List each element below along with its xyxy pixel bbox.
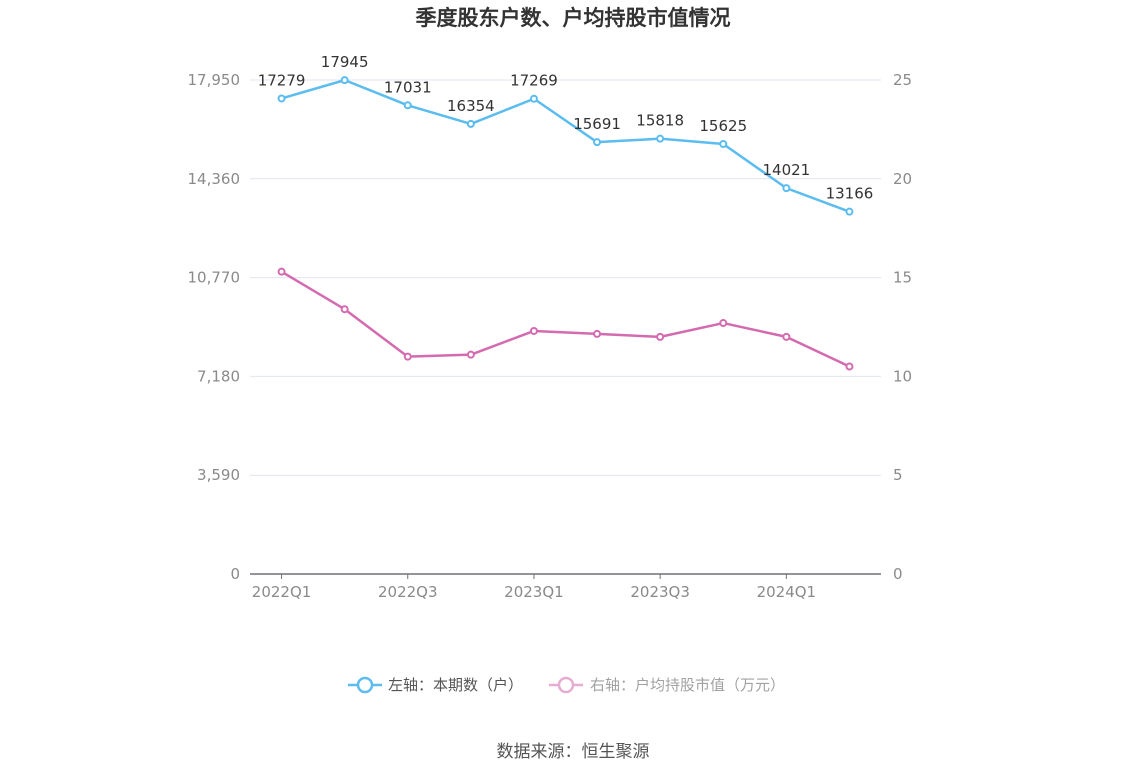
legend-item-avg-value[interactable]: 右轴：户均持股市值（万元） [549,676,785,694]
right-y-tick-label: 20 [893,170,912,188]
legend-label: 左轴：本期数（户） [388,676,523,694]
data-label: 16354 [447,97,495,115]
source-note: 数据来源：恒生聚源 [497,742,650,762]
x-tick-label: 2023Q1 [504,583,564,601]
left-y-tick-label: 14,360 [188,170,241,188]
data-point[interactable] [719,139,728,148]
data-point[interactable] [277,267,286,276]
data-point[interactable] [466,350,475,359]
data-point[interactable] [340,305,349,314]
data-point[interactable] [529,326,538,335]
left-y-tick-label: 10,770 [188,269,241,287]
data-label: 17279 [258,71,306,89]
data-point[interactable] [593,138,602,147]
right-y-tick-label: 0 [893,565,903,583]
legend-marker-icon [557,676,575,694]
data-label: 15691 [573,115,621,133]
left-y-tick-label: 0 [230,565,240,583]
data-point[interactable] [656,332,665,341]
series-line-avg-value [280,270,850,368]
x-tick-label: 2022Q1 [252,583,312,601]
data-label: 17031 [384,78,432,96]
data-label: 15818 [636,112,684,130]
data-point[interactable] [403,352,412,361]
legend[interactable]: 左轴：本期数（户） 右轴：户均持股市值（万元） [348,676,785,694]
x-tick-label: 2022Q3 [378,583,438,601]
data-point[interactable] [340,76,349,85]
legend-label: 右轴：户均持股市值（万元） [590,676,785,694]
data-label: 13166 [826,185,874,203]
right-y-tick-label: 15 [893,269,912,287]
x-tick-label: 2023Q3 [630,583,690,601]
legend-item-holders[interactable]: 左轴：本期数（户） [348,676,523,694]
left-y-tick-label: 17,950 [188,71,241,89]
data-point[interactable] [277,94,286,103]
data-label: 15625 [699,117,747,135]
chart-title: 季度股东户数、户均持股市值情况 [416,6,731,30]
data-label: 14021 [762,161,810,179]
data-point[interactable] [845,207,854,216]
data-label: 17269 [510,72,558,90]
series-line-holders [281,78,850,213]
axes: 0 3,590 7,180 10,770 14,360 17,950 0 5 10 15 20 25 2… [188,71,913,601]
data-point[interactable] [466,119,475,128]
data-point[interactable] [719,319,728,328]
data-point[interactable] [656,134,665,143]
right-y-tick-label: 25 [893,71,912,89]
grid-lines [250,79,881,476]
legend-marker-icon [356,676,374,694]
left-y-tick-label: 3,590 [197,466,240,484]
x-tick-label: 2024Q1 [757,583,817,601]
data-point[interactable] [782,184,791,193]
data-point[interactable] [593,329,602,338]
left-y-tick-label: 7,180 [197,367,240,385]
data-point[interactable] [845,362,854,371]
right-y-tick-label: 10 [893,367,912,385]
data-point[interactable] [529,94,538,103]
data-label: 17945 [321,53,369,71]
data-point[interactable] [782,332,791,341]
series: 17279 17945 17031 16354 17269 15691 15818 15625… [258,53,874,371]
right-y-tick-label: 5 [893,466,903,484]
data-point[interactable] [403,101,412,110]
